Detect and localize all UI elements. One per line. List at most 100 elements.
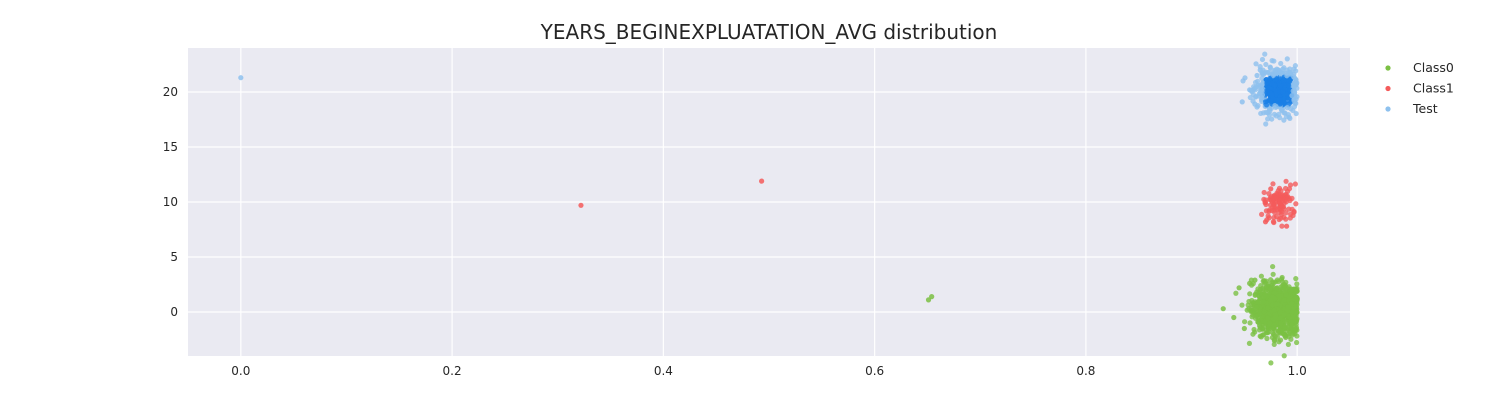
data-point [1283, 114, 1290, 120]
data-point [1236, 285, 1242, 291]
data-point [1289, 195, 1295, 201]
data-point [1290, 212, 1296, 219]
data-point [1272, 67, 1278, 74]
data-point [1272, 333, 1278, 339]
data-point [1262, 51, 1268, 57]
data-point [759, 178, 765, 184]
data-point [1294, 94, 1300, 100]
data-point [1255, 319, 1262, 326]
data-point [1286, 78, 1293, 84]
data-point [1258, 273, 1265, 279]
data-point [1285, 304, 1291, 310]
data-point [1260, 80, 1266, 86]
data-point [1277, 97, 1283, 103]
data-point [1254, 72, 1260, 79]
chart-title: YEARS_BEGINEXPLUATATION_AVG distribution [540, 20, 998, 44]
data-point [1292, 331, 1298, 337]
y-tick-label: 20 [163, 85, 178, 99]
data-point [1266, 85, 1272, 91]
data-point [1293, 201, 1299, 207]
data-point [1255, 299, 1261, 305]
data-point [1294, 281, 1300, 287]
data-point [1283, 216, 1289, 222]
tick-labels: 0.0 0.2 0.4 0.6 0.8 1.0 0 5 10 15 20 [163, 85, 1307, 378]
data-point [1273, 113, 1279, 119]
data-point [1265, 116, 1271, 122]
data-point [1282, 324, 1288, 330]
data-point [1283, 178, 1289, 184]
data-point [1256, 91, 1262, 97]
data-point [1263, 201, 1269, 208]
data-point [1258, 110, 1264, 117]
data-point [1257, 67, 1263, 73]
data-point [1267, 297, 1274, 304]
data-point [1246, 340, 1253, 346]
data-point [1252, 101, 1258, 107]
data-point [1283, 199, 1289, 205]
data-point [1270, 181, 1276, 187]
data-point [1278, 60, 1284, 67]
data-point [1259, 211, 1265, 217]
data-point [1247, 320, 1253, 326]
data-point [1285, 194, 1291, 200]
data-point [1256, 327, 1263, 333]
data-point [1242, 319, 1248, 325]
legend-marker [1385, 106, 1391, 112]
series-class0 [925, 263, 1300, 366]
data-point [1263, 102, 1270, 108]
data-point [1253, 313, 1259, 319]
data-point [1250, 331, 1256, 337]
data-point [1261, 189, 1267, 196]
data-point [1256, 83, 1262, 90]
y-tick-label: 5 [170, 250, 178, 264]
data-point [1281, 77, 1288, 83]
data-point [1272, 301, 1279, 308]
data-point [1268, 186, 1274, 192]
data-point [1261, 299, 1267, 305]
data-point [1285, 297, 1291, 303]
data-point [1276, 293, 1282, 299]
data-point [1247, 291, 1253, 297]
y-tick-label: 0 [170, 305, 178, 319]
data-point [1259, 75, 1265, 81]
data-point [1263, 61, 1269, 68]
data-point [1273, 195, 1279, 201]
data-point [1247, 94, 1253, 101]
data-point [1275, 188, 1281, 194]
data-point [1277, 82, 1284, 89]
x-tick-label: 0.8 [1076, 364, 1095, 378]
data-point [238, 75, 244, 81]
data-point [1265, 305, 1271, 311]
legend-label: Class0 [1413, 60, 1454, 75]
data-point [1262, 319, 1268, 325]
data-point [1268, 326, 1274, 332]
data-point [1239, 302, 1245, 308]
data-point [1281, 353, 1287, 359]
data-point [1291, 98, 1297, 104]
data-point [1271, 58, 1277, 64]
data-point [1279, 89, 1286, 95]
data-point [578, 202, 584, 208]
data-point [1281, 82, 1287, 88]
data-point [1265, 79, 1271, 86]
data-point [1280, 66, 1286, 72]
data-point [1247, 280, 1253, 286]
data-point [1278, 320, 1284, 326]
data-point [1292, 325, 1298, 331]
legend-label: Test [1412, 101, 1438, 116]
data-point [1252, 94, 1259, 100]
data-point [1275, 279, 1281, 285]
data-point [1267, 286, 1273, 292]
data-point [1245, 302, 1251, 308]
data-point [1267, 64, 1273, 70]
y-tick-label: 10 [163, 195, 178, 209]
data-point [1278, 212, 1285, 218]
data-point [1282, 185, 1289, 192]
data-point [1272, 290, 1278, 296]
data-point [1268, 277, 1274, 283]
data-point [1266, 215, 1272, 221]
data-point [1285, 83, 1292, 89]
data-point [1263, 197, 1269, 203]
data-point [1220, 306, 1226, 312]
x-tick-label: 0.4 [654, 364, 673, 378]
